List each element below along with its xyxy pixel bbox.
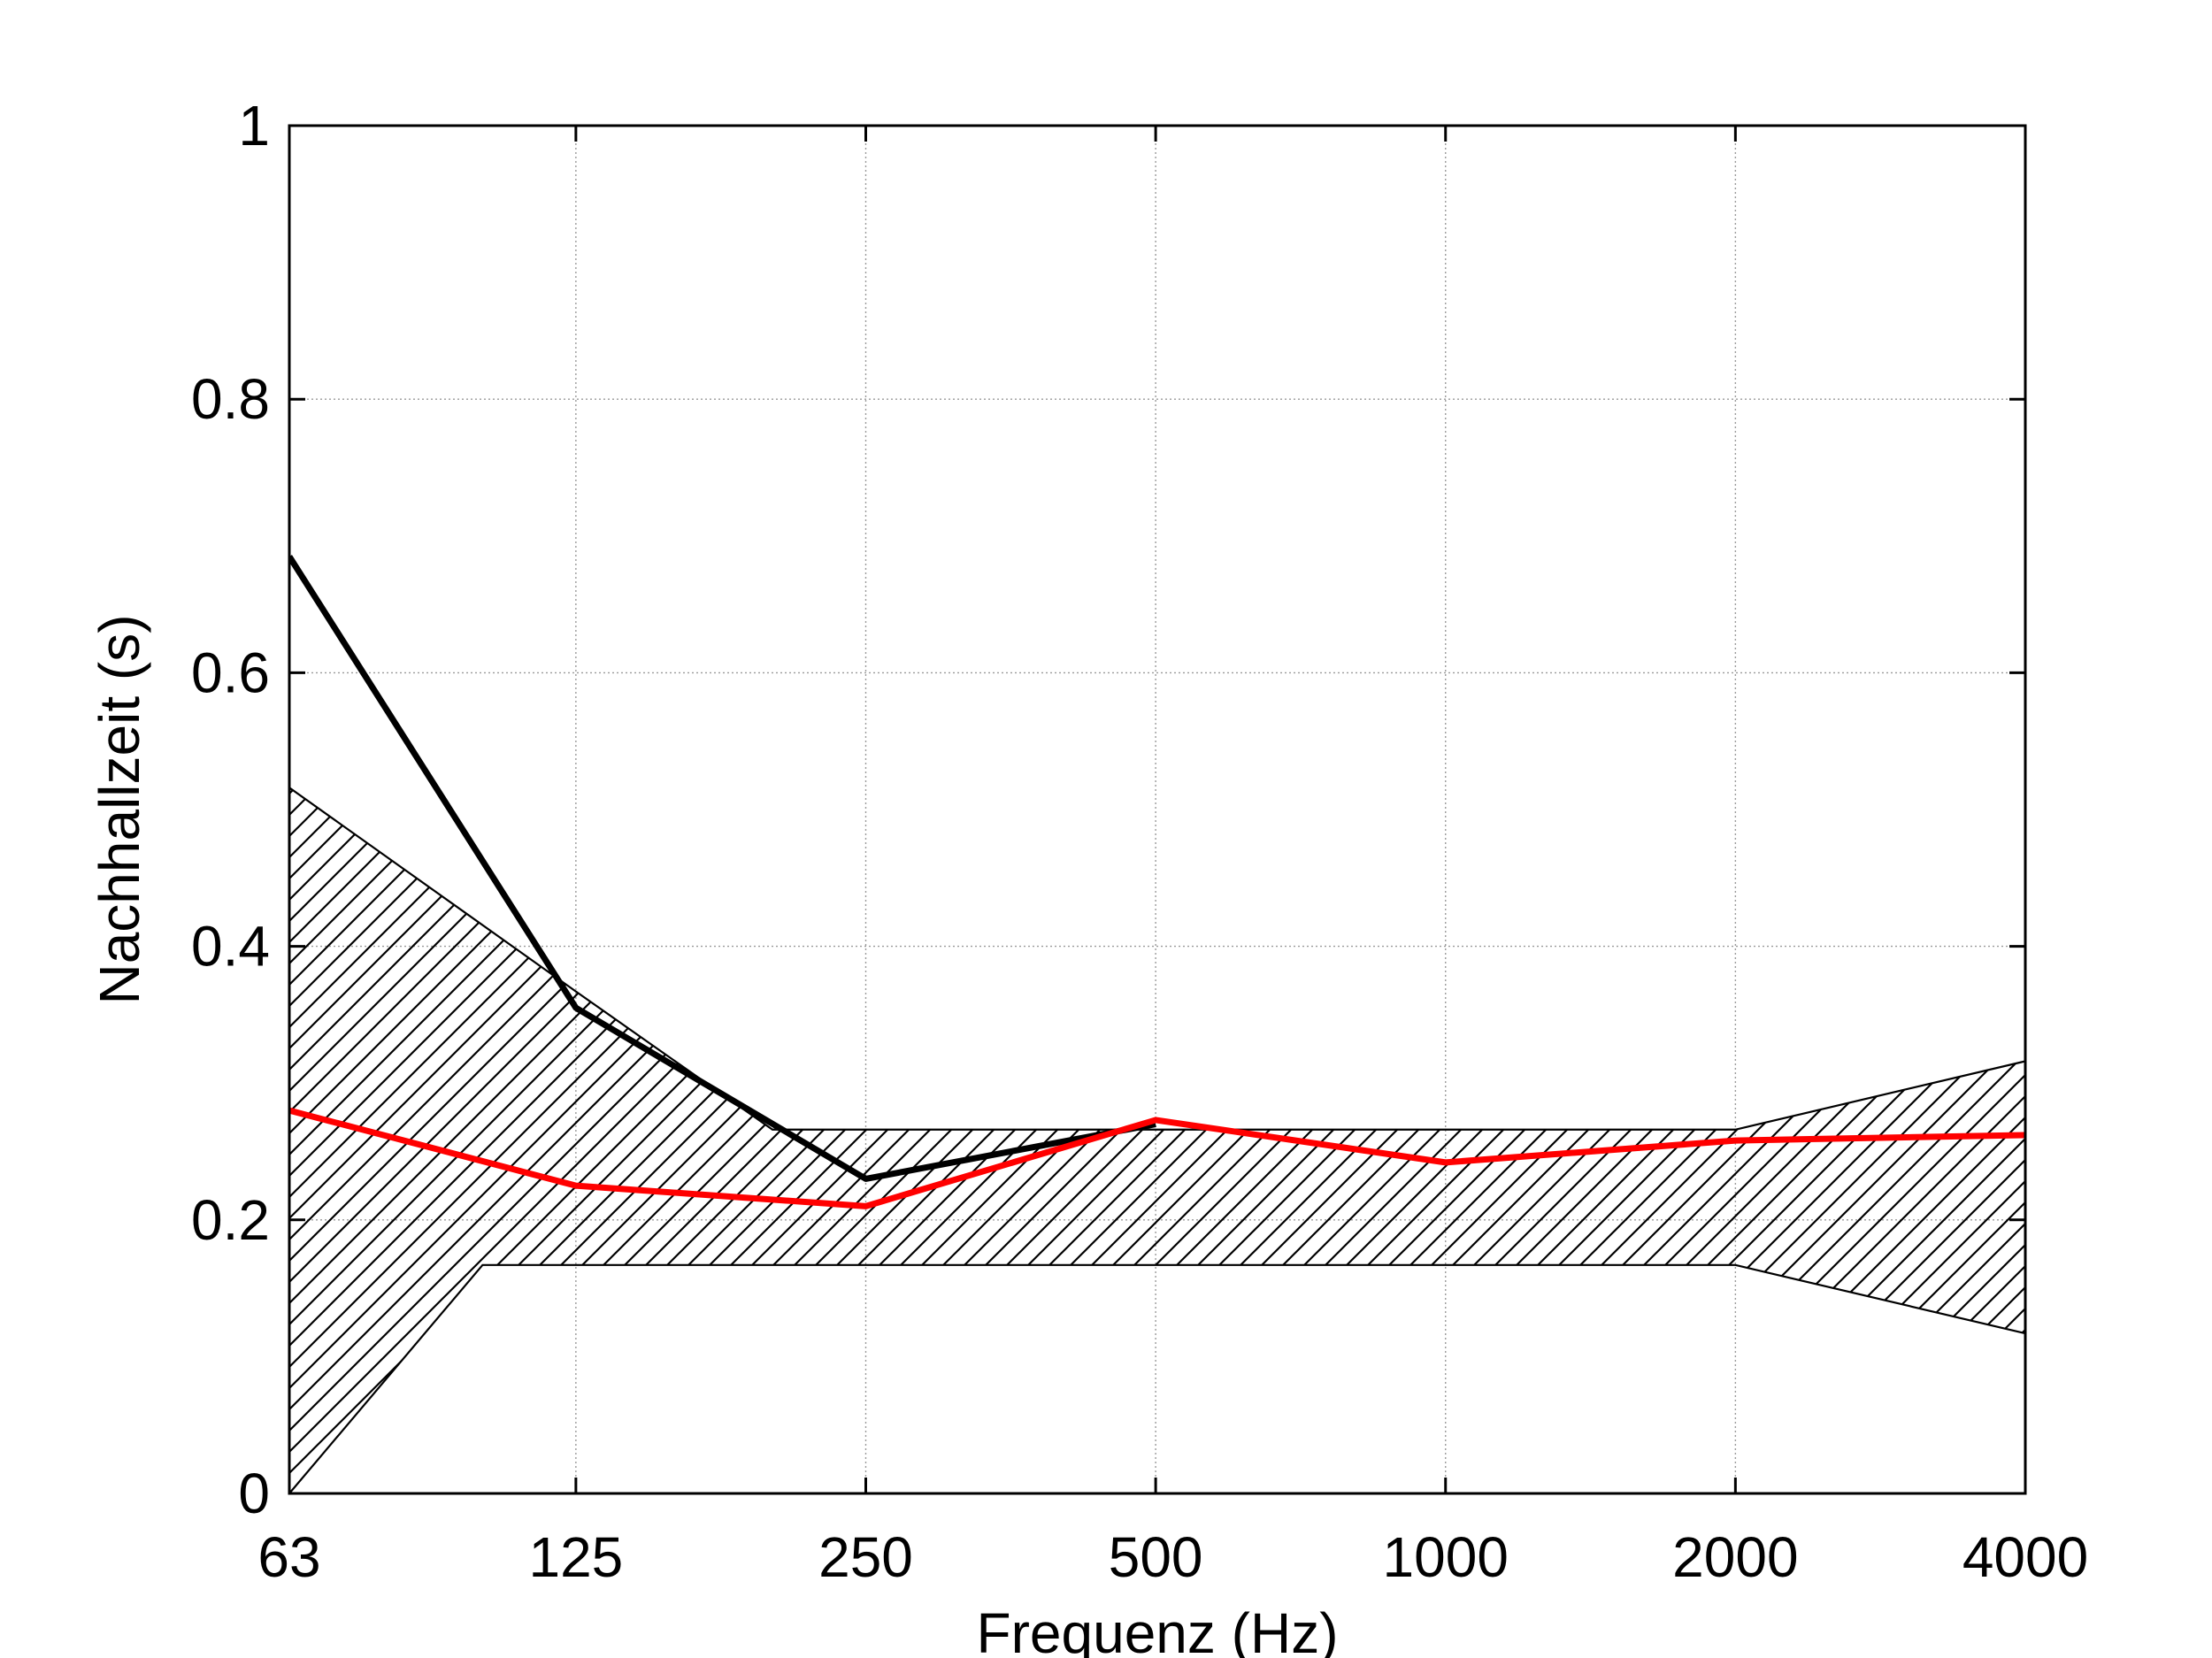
y-tick-label: 0.6: [191, 641, 270, 704]
y-tick-label: 0.2: [191, 1188, 270, 1252]
series-line-1: [289, 555, 1156, 1182]
plot-frame: [288, 124, 2027, 1495]
tolerance-band-area: [289, 786, 2025, 1493]
x-tick-label: 250: [818, 1525, 913, 1589]
x-tick-labels: 63 125 250 500 1000 2000 4000: [257, 1525, 2088, 1589]
x-tick-label: 1000: [1383, 1525, 1509, 1589]
y-tick-label: 0.8: [191, 367, 270, 431]
y-tick-label: 0.4: [191, 915, 270, 979]
axis-ticks: [288, 124, 2027, 1495]
y-tick-label: 0: [238, 1462, 270, 1525]
data-series: [289, 555, 2025, 1209]
y-tick-labels: 0 0.2 0.4 0.6 0.8 1: [191, 94, 270, 1525]
x-tick-label: 4000: [1962, 1525, 2088, 1589]
x-tick-label: 2000: [1672, 1525, 1798, 1589]
tolerance-band: [289, 786, 2025, 1493]
series-line-2: [289, 1107, 2025, 1209]
y-tick-label: 1: [238, 94, 270, 157]
x-axis-label: Frequenz (Hz): [977, 1601, 1339, 1658]
plot-background: [289, 126, 2025, 1493]
x-tick-label: 63: [257, 1525, 320, 1589]
y-axis-label: Nachhallzeit (s): [88, 614, 151, 1004]
x-tick-label: 125: [528, 1525, 623, 1589]
x-tick-label: 500: [1109, 1525, 1203, 1589]
